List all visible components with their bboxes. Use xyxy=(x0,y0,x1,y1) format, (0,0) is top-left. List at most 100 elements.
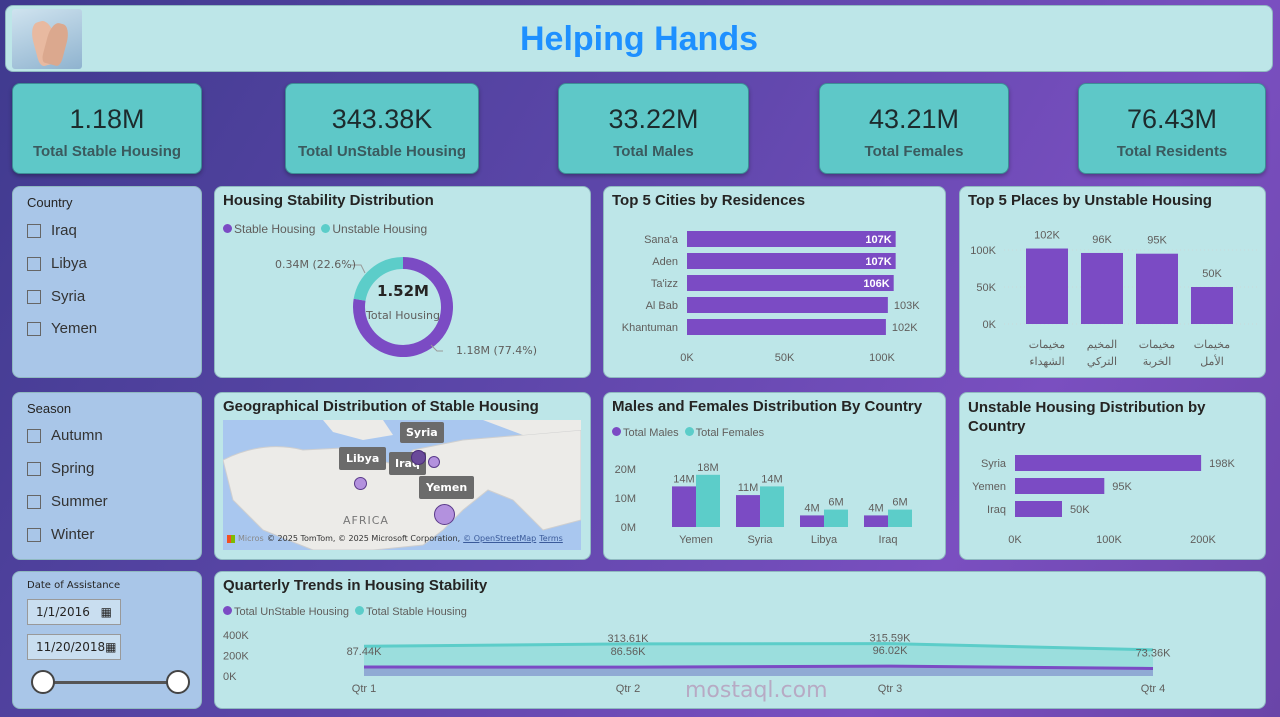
season-slicer: Season Autumn Spring Summer Winter xyxy=(12,392,202,560)
map-bubble-libya[interactable] xyxy=(354,477,367,490)
data-label: 95K xyxy=(1147,235,1167,247)
checkbox[interactable] xyxy=(27,256,41,271)
bar[interactable] xyxy=(1136,253,1178,324)
top-cities-card: Top 5 Cities by Residences Sana'a 107K Ade… xyxy=(603,186,946,378)
bar-males[interactable] xyxy=(800,515,824,527)
bar[interactable] xyxy=(1015,501,1062,517)
end-date-input[interactable]: 11/20/2018 ▦ xyxy=(27,634,121,660)
bar-females[interactable] xyxy=(888,509,912,527)
checkbox[interactable] xyxy=(27,321,41,336)
range-end-handle[interactable] xyxy=(166,670,190,694)
kpi-value: 43.21M xyxy=(868,104,960,134)
option-label: Iraq xyxy=(51,222,77,239)
slicer-option-syria[interactable]: Syria xyxy=(27,288,85,305)
data-label: 50K xyxy=(1070,504,1090,516)
checkbox[interactable] xyxy=(27,527,41,542)
bar[interactable] xyxy=(1081,252,1123,324)
bar-males[interactable] xyxy=(672,486,696,527)
map-label-libya: Libya xyxy=(339,447,387,470)
option-label: Autumn xyxy=(51,427,103,444)
leader-line[interactable] xyxy=(351,264,366,274)
range-start-handle[interactable] xyxy=(31,670,55,694)
kpi-total-residents: 76.43M Total Residents xyxy=(1078,83,1266,174)
legend-item-stable[interactable]: Stable Housing xyxy=(223,222,315,236)
slicer-title: Season xyxy=(27,401,72,416)
calendar-icon[interactable]: ▦ xyxy=(105,640,117,654)
y-tick-label: 50K xyxy=(976,282,996,294)
checkbox[interactable] xyxy=(27,494,41,509)
x-tick-label: Qtr 4 xyxy=(1141,683,1165,695)
y-tick-label: 100K xyxy=(970,245,996,257)
category-label: التركي xyxy=(1087,356,1117,368)
bar-males[interactable] xyxy=(864,515,888,527)
line-unstable[interactable] xyxy=(363,664,1154,670)
bar[interactable] xyxy=(1191,287,1233,324)
openstreetmap-link[interactable]: © OpenStreetMap xyxy=(463,534,537,543)
category-label: Yemen xyxy=(679,534,713,546)
start-date-value: 1/1/2016 xyxy=(36,605,90,619)
bar[interactable] xyxy=(687,319,886,335)
header-bar: Helping Hands xyxy=(5,5,1273,72)
slicer-option-iraq[interactable]: Iraq xyxy=(27,222,77,239)
bar[interactable] xyxy=(687,253,896,269)
category-label: Khantuman xyxy=(622,322,678,334)
bar-males[interactable] xyxy=(736,495,760,527)
donut-slice-unstable[interactable] xyxy=(353,257,404,302)
chart-title: Unstable Housing Distribution by Country xyxy=(968,399,1206,435)
y-tick-label: 10M xyxy=(615,493,636,505)
slicer-option-libya[interactable]: Libya xyxy=(27,255,87,272)
map-visual[interactable]: Syria Libya Iraq Yemen AFRICA Microsoft … xyxy=(223,420,581,550)
start-date-input[interactable]: 1/1/2016 ▦ xyxy=(27,599,121,625)
checkbox[interactable] xyxy=(27,289,41,304)
bar[interactable] xyxy=(687,231,896,247)
bar-females[interactable] xyxy=(824,509,848,527)
unstable-by-country-card: Unstable Housing Distribution by Country… xyxy=(959,392,1266,560)
checkbox[interactable] xyxy=(27,223,41,238)
checkbox[interactable] xyxy=(27,428,41,443)
chart-title: Top 5 Places by Unstable Housing xyxy=(968,192,1212,209)
calendar-icon[interactable]: ▦ xyxy=(100,605,112,619)
legend-item-females[interactable]: Total Females xyxy=(684,427,764,439)
chart-legend: Stable Housing Unstable Housing xyxy=(223,222,427,236)
cities-bar-chart: Sana'a 107K Aden 107K Ta'izz 106K Al Bab 103K Kh… xyxy=(622,231,920,364)
category-label: Aden xyxy=(652,256,678,268)
bar[interactable] xyxy=(687,275,894,291)
legend-item-unstable[interactable]: Total UnStable Housing xyxy=(223,606,349,618)
leader-line[interactable] xyxy=(430,344,443,352)
data-label: 102K xyxy=(1034,230,1060,242)
map-bubble-yemen[interactable] xyxy=(434,504,455,525)
area-unstable[interactable] xyxy=(364,666,1153,676)
category-label: Sana'a xyxy=(644,234,679,246)
bar[interactable] xyxy=(1026,248,1068,324)
donut-chart xyxy=(351,257,453,357)
line-stable[interactable] xyxy=(363,642,1154,652)
slicer-option-winter[interactable]: Winter xyxy=(27,526,94,543)
slicer-option-spring[interactable]: Spring xyxy=(27,460,94,477)
bar[interactable] xyxy=(1015,478,1105,494)
watermark: mostaql.com xyxy=(685,678,828,703)
data-label: 4M xyxy=(868,502,883,514)
slicer-option-yemen[interactable]: Yemen xyxy=(27,320,97,337)
bar-females[interactable] xyxy=(760,486,784,527)
y-tick-label: 200K xyxy=(223,651,249,663)
legend-item-males[interactable]: Total Males xyxy=(612,427,679,439)
data-label: 106K xyxy=(863,278,889,290)
map-bubble-syria[interactable] xyxy=(411,450,426,465)
top-places-card: Top 5 Places by Unstable Housing 0K 50K 10… xyxy=(959,186,1266,378)
category-label: Iraq xyxy=(987,504,1006,516)
legend-item-stable[interactable]: Total Stable Housing xyxy=(354,606,467,618)
category-label: مخيمات xyxy=(1029,339,1065,351)
bar-females[interactable] xyxy=(696,474,720,527)
terms-link[interactable]: Terms xyxy=(539,534,563,543)
bar[interactable] xyxy=(1015,455,1202,471)
map-bubble-iraq[interactable] xyxy=(428,456,440,468)
category-label: Syria xyxy=(747,534,773,546)
category-label: مخيمات xyxy=(1139,339,1175,351)
slicer-option-summer[interactable]: Summer xyxy=(27,493,108,510)
legend-item-unstable[interactable]: Unstable Housing xyxy=(321,222,427,236)
slicer-option-autumn[interactable]: Autumn xyxy=(27,427,103,444)
data-label: 87.44K xyxy=(347,646,383,658)
bar[interactable] xyxy=(687,297,888,313)
checkbox[interactable] xyxy=(27,461,41,476)
donut-slice-stable[interactable] xyxy=(353,257,453,357)
